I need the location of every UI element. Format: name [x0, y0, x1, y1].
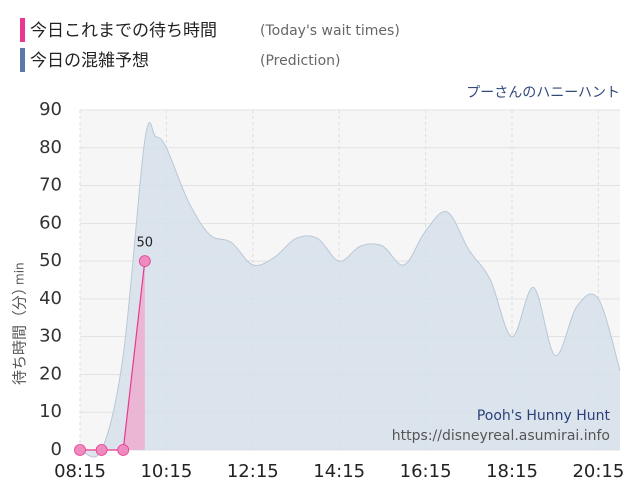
legend-swatch: [20, 48, 25, 72]
x-tick-label: 20:15: [572, 461, 624, 482]
x-tick-label: 16:15: [400, 461, 452, 482]
today-point: [138, 255, 151, 268]
x-tick-label: 18:15: [486, 461, 538, 482]
legend-note: (Today's wait times): [260, 23, 400, 39]
y-axis-unit: min: [13, 262, 27, 285]
watermark-url: https://disneyreal.asumirai.info: [392, 428, 610, 444]
today-point: [95, 444, 108, 456]
y-tick-label: 50: [39, 250, 62, 271]
y-tick-label: 60: [39, 212, 62, 233]
legend-swatch: [20, 18, 25, 42]
today-line: [80, 261, 146, 451]
legend-label: 今日の混雑予想: [30, 51, 149, 71]
legend-label: 今日これまでの待ち時間: [30, 21, 217, 41]
y-tick-label: 30: [39, 326, 62, 347]
y-tick-label: 10: [39, 401, 62, 422]
prediction-area: [80, 122, 620, 457]
attraction-name: プーさんのハニーハント: [466, 85, 620, 101]
x-tick-label: 10:15: [140, 461, 192, 482]
y-axis-label: 待ち時間（分）: [11, 280, 29, 385]
legend-note: (Prediction): [260, 53, 340, 69]
watermark-name: Pooh's Hunny Hunt: [477, 408, 611, 424]
x-tick-label: 08:15: [54, 461, 106, 482]
x-tick-label: 14:15: [313, 461, 365, 482]
data-label: 50: [137, 236, 154, 251]
y-tick-label: 0: [51, 439, 62, 460]
y-tick-label: 70: [39, 175, 62, 196]
x-tick-label: 12:15: [227, 461, 279, 482]
y-tick-label: 40: [39, 288, 62, 309]
y-tick-label: 80: [39, 137, 62, 158]
prediction-line: [79, 122, 621, 458]
y-tick-label: 20: [39, 363, 62, 384]
today-point: [117, 444, 130, 456]
today-point: [74, 444, 86, 456]
y-tick-label: 90: [39, 99, 62, 120]
